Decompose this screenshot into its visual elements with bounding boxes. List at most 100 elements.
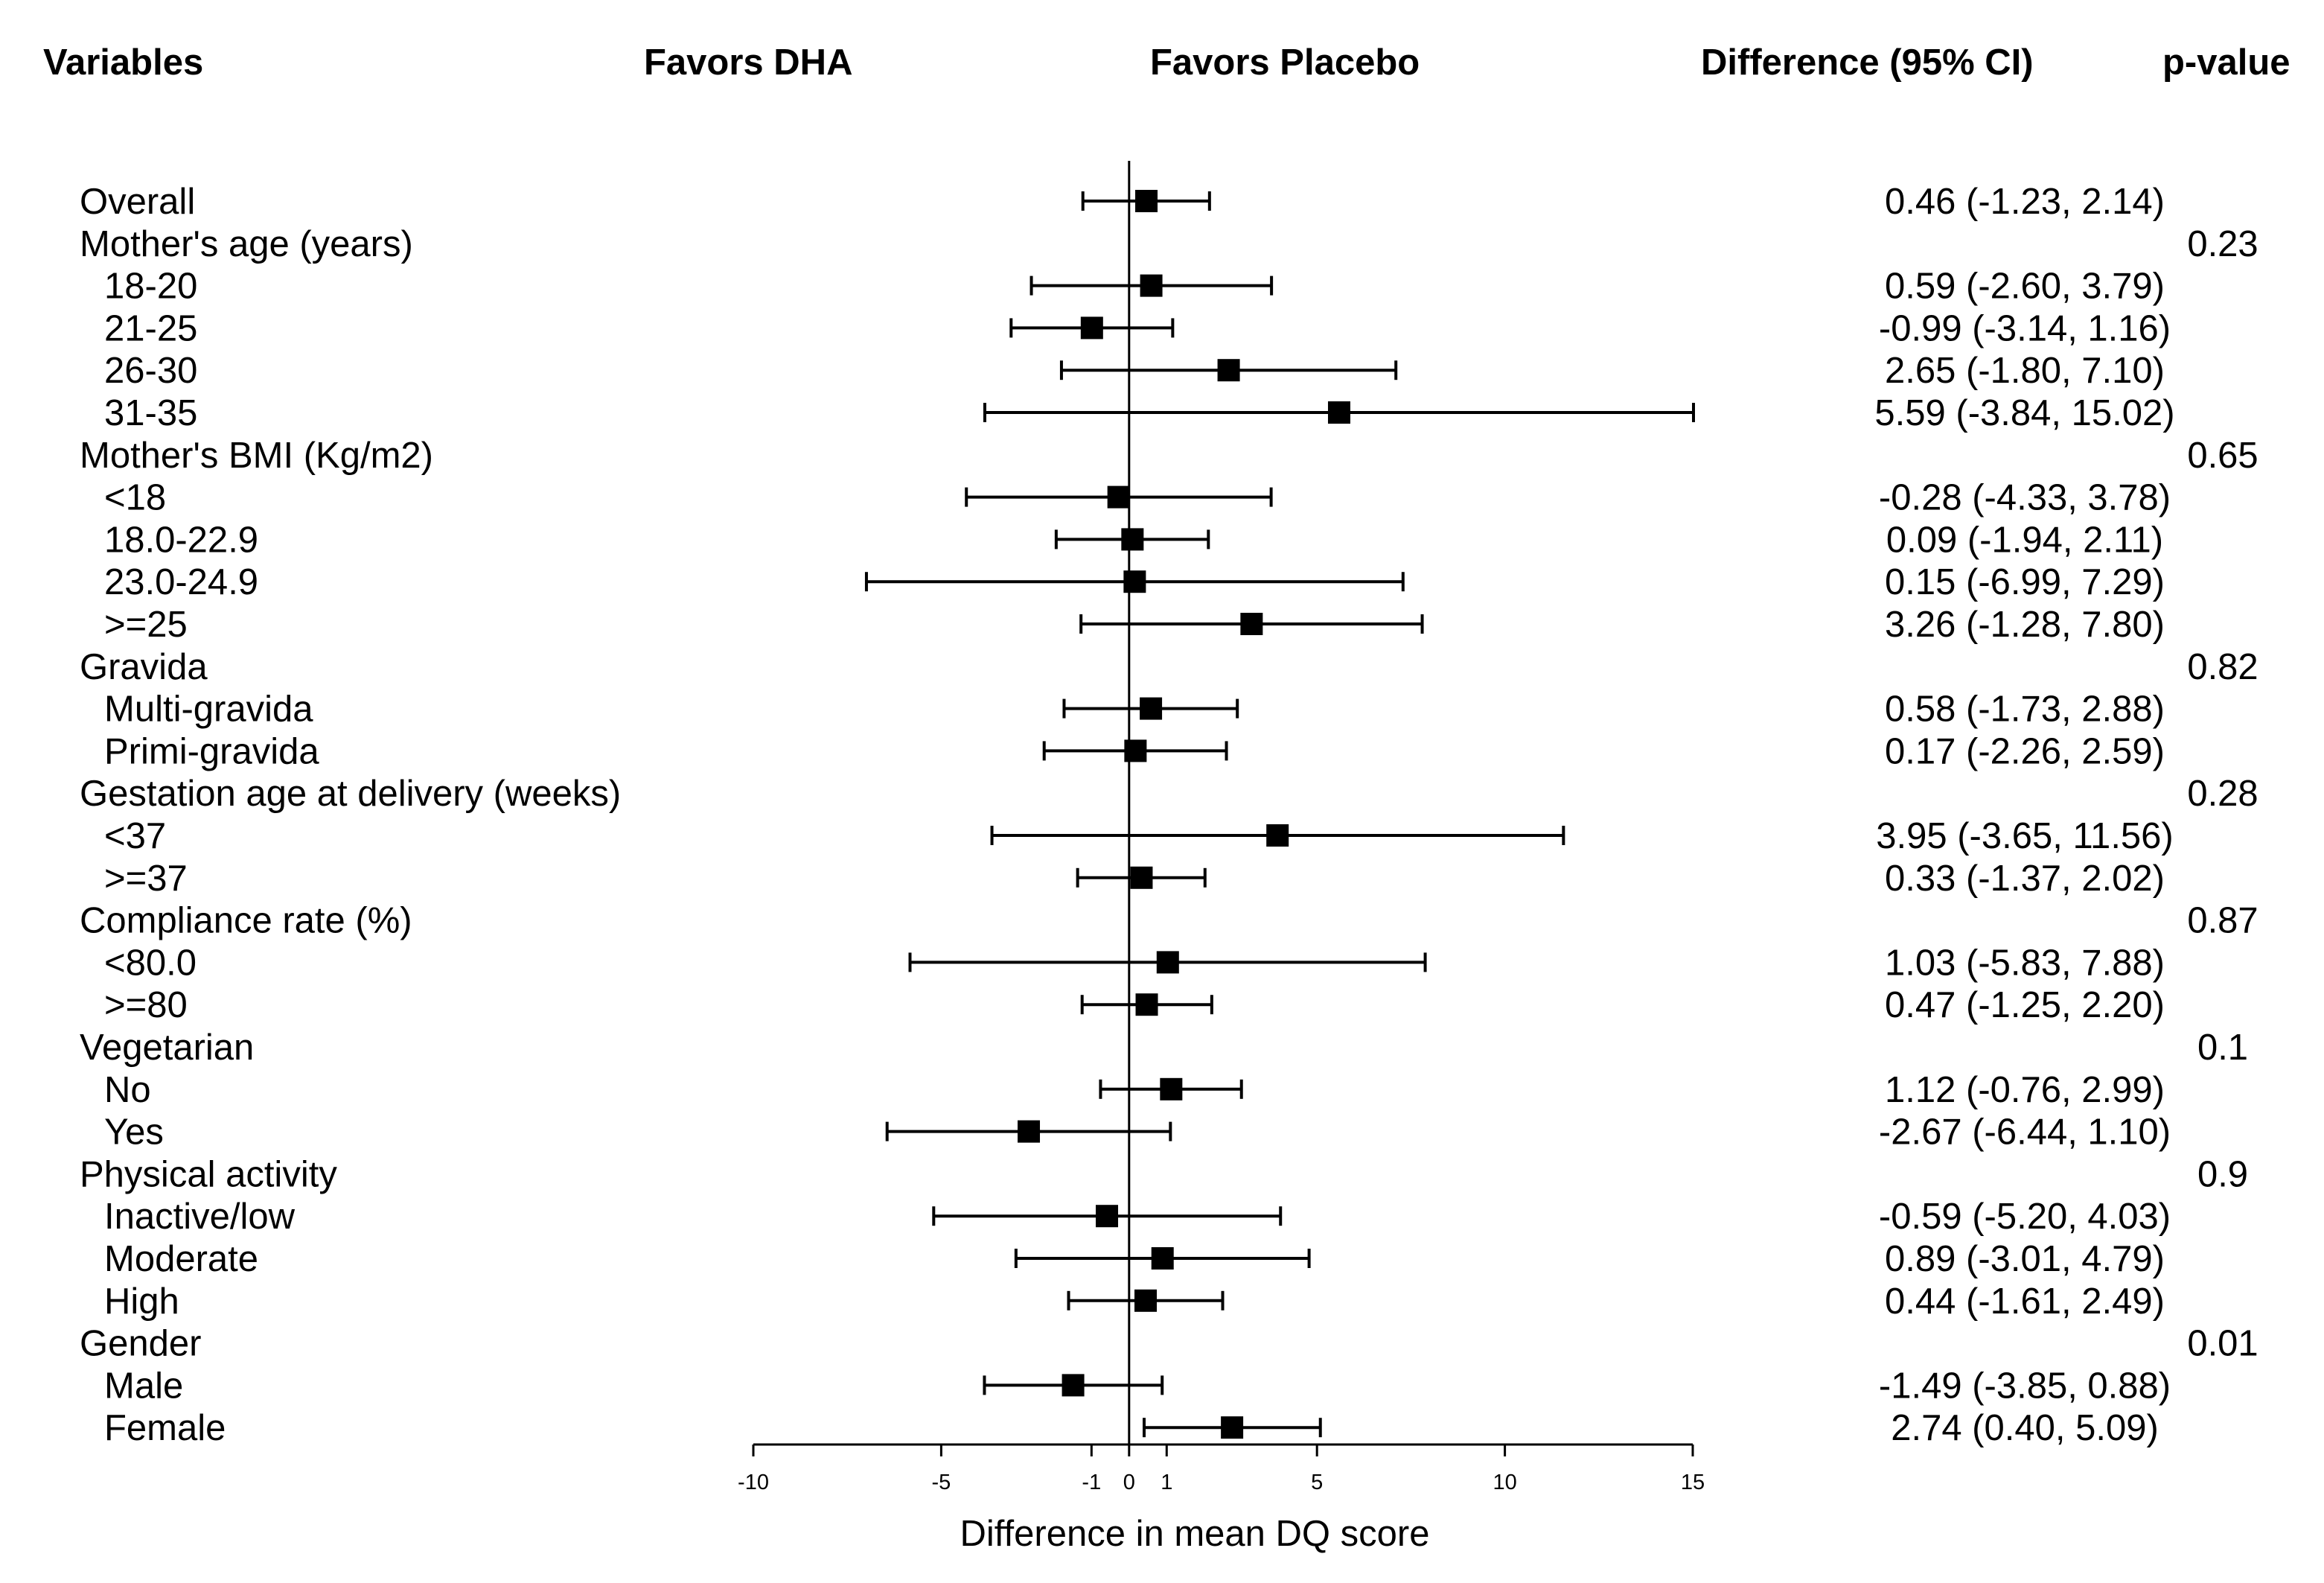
row-label: Overall	[80, 182, 195, 222]
forest-row: 26-30 2.65 (-1.80, 7.10)	[104, 351, 2165, 391]
x-tick-label: 5	[1311, 1471, 1323, 1494]
row-label: Female	[104, 1408, 226, 1448]
ci-text: 0.15 (-6.99, 7.29)	[1885, 562, 2165, 602]
header-difference: Difference (95% CI)	[1701, 42, 2034, 83]
forest-row: Inactive/low -0.59 (-5.20, 4.03)	[104, 1197, 2171, 1237]
row-label: Vegetarian	[80, 1028, 254, 1068]
forest-row: Yes -2.67 (-6.44, 1.10)	[104, 1112, 2171, 1153]
forest-row: Male -1.49 (-3.85, 0.88)	[104, 1366, 2171, 1406]
row-label: Mother's BMI (Kg/m2)	[80, 436, 433, 476]
point-estimate-marker	[1130, 866, 1153, 889]
forest-row: Physical activity 0.9	[80, 1154, 2248, 1194]
x-tick-label: -5	[932, 1471, 951, 1494]
x-tick-label: -1	[1082, 1471, 1101, 1494]
forest-row: >=80 0.47 (-1.25, 2.20)	[104, 985, 2165, 1025]
p-value-text: 0.28	[2187, 774, 2258, 814]
row-label: >=25	[104, 605, 188, 645]
forest-row: Mother's BMI (Kg/m2) 0.65	[80, 436, 2258, 476]
header-pvalue: p-value	[2162, 42, 2291, 83]
ci-text: 1.03 (-5.83, 7.88)	[1885, 943, 2165, 983]
p-value-text: 0.1	[2197, 1028, 2248, 1068]
row-label: Inactive/low	[104, 1197, 296, 1237]
forest-row: 18.0-22.9 0.09 (-1.94, 2.11)	[104, 520, 2163, 560]
forest-row: No 1.12 (-0.76, 2.99)	[104, 1070, 2165, 1110]
forest-row: Moderate 0.89 (-3.01, 4.79)	[104, 1239, 2165, 1279]
x-axis-label: Difference in mean DQ score	[960, 1514, 1430, 1554]
ci-text: 0.89 (-3.01, 4.79)	[1885, 1239, 2165, 1279]
p-value-text: 0.65	[2187, 436, 2258, 476]
ci-text: 3.95 (-3.65, 11.56)	[1876, 816, 2174, 856]
forest-row: >=25 3.26 (-1.28, 7.80)	[104, 605, 2165, 645]
row-label: 26-30	[104, 351, 197, 391]
ci-text: -2.67 (-6.44, 1.10)	[1879, 1112, 2171, 1153]
row-label: 31-35	[104, 393, 197, 433]
forest-row: Primi-gravida 0.17 (-2.26, 2.59)	[104, 731, 2165, 771]
row-label: Mother's age (years)	[80, 224, 413, 264]
row-label: Yes	[104, 1112, 164, 1153]
x-tick-label: 0	[1123, 1471, 1135, 1494]
ci-text: 1.12 (-0.76, 2.99)	[1885, 1070, 2165, 1110]
point-estimate-marker	[1096, 1205, 1119, 1228]
ci-text: 0.46 (-1.23, 2.14)	[1885, 182, 2165, 222]
rows-layer: Overall 0.46 (-1.23, 2.14)Mother's age (y…	[80, 182, 2258, 1448]
row-label: High	[104, 1281, 179, 1322]
forest-row: 21-25 -0.99 (-3.14, 1.16)	[104, 308, 2171, 348]
p-value-text: 0.01	[2187, 1324, 2258, 1364]
forest-row: Vegetarian 0.1	[80, 1028, 2248, 1068]
forest-row: 23.0-24.9 0.15 (-6.99, 7.29)	[104, 562, 2165, 602]
row-label: Primi-gravida	[104, 731, 319, 771]
row-label: Gravida	[80, 647, 208, 687]
point-estimate-marker	[1135, 190, 1158, 212]
point-estimate-marker	[1240, 613, 1263, 635]
header-favors-dha: Favors DHA	[644, 42, 852, 83]
x-tick-label: 10	[1493, 1471, 1516, 1494]
point-estimate-marker	[1156, 951, 1179, 974]
ci-text: 0.33 (-1.37, 2.02)	[1885, 859, 2165, 899]
row-label: <80.0	[104, 943, 197, 983]
point-estimate-marker	[1266, 824, 1289, 847]
point-estimate-marker	[1160, 1077, 1183, 1101]
ci-text: 0.09 (-1.94, 2.11)	[1886, 520, 2163, 560]
forest-row: Multi-gravida 0.58 (-1.73, 2.88)	[104, 689, 2165, 730]
forest-row: 18-20 0.59 (-2.60, 3.79)	[104, 267, 2165, 307]
forest-row: High 0.44 (-1.61, 2.49)	[104, 1281, 2165, 1322]
x-tick-label: -10	[738, 1471, 769, 1494]
ci-text: -0.59 (-5.20, 4.03)	[1879, 1197, 2171, 1237]
row-label: 23.0-24.9	[104, 562, 258, 602]
row-label: <18	[104, 478, 166, 518]
row-label: Male	[104, 1366, 183, 1406]
point-estimate-marker	[1151, 1247, 1174, 1270]
forest-row: <18 -0.28 (-4.33, 3.78)	[104, 478, 2171, 518]
forest-row: Overall 0.46 (-1.23, 2.14)	[80, 182, 2165, 222]
ci-text: 5.59 (-3.84, 15.02)	[1874, 393, 2174, 433]
ci-text: -0.99 (-3.14, 1.16)	[1879, 308, 2171, 348]
ci-text: 0.47 (-1.25, 2.20)	[1885, 985, 2165, 1025]
ci-text: 0.58 (-1.73, 2.88)	[1885, 689, 2165, 730]
ci-text: 2.74 (0.40, 5.09)	[1891, 1408, 2159, 1448]
point-estimate-marker	[1018, 1120, 1041, 1143]
row-label: Gestation age at delivery (weeks)	[80, 774, 621, 814]
p-value-text: 0.87	[2187, 901, 2258, 941]
ci-text: 0.17 (-2.26, 2.59)	[1885, 731, 2165, 771]
header-favors-placebo: Favors Placebo	[1150, 42, 1420, 83]
forest-row: >=37 0.33 (-1.37, 2.02)	[104, 859, 2165, 899]
point-estimate-marker	[1134, 1289, 1158, 1312]
point-estimate-marker	[1217, 359, 1240, 382]
ticks-layer: -10 -5 -1 0 1 5 10 15	[738, 1445, 1705, 1494]
row-label: No	[104, 1070, 151, 1110]
point-estimate-marker	[1221, 1416, 1244, 1439]
point-estimate-marker	[1107, 485, 1130, 509]
row-label: Physical activity	[80, 1154, 337, 1194]
ci-text: -0.28 (-4.33, 3.78)	[1879, 478, 2171, 518]
forest-row: Mother's age (years) 0.23	[80, 224, 2258, 264]
forest-row: <37 3.95 (-3.65, 11.56)	[104, 816, 2174, 856]
point-estimate-marker	[1062, 1374, 1085, 1397]
p-value-text: 0.9	[2197, 1154, 2248, 1194]
point-estimate-marker	[1140, 697, 1163, 720]
point-estimate-marker	[1121, 528, 1144, 551]
row-label: Compliance rate (%)	[80, 901, 412, 941]
ci-text: 0.44 (-1.61, 2.49)	[1885, 1281, 2165, 1322]
forest-row: 31-35 5.59 (-3.84, 15.02)	[104, 393, 2175, 433]
forest-row: Gravida 0.82	[80, 647, 2258, 687]
